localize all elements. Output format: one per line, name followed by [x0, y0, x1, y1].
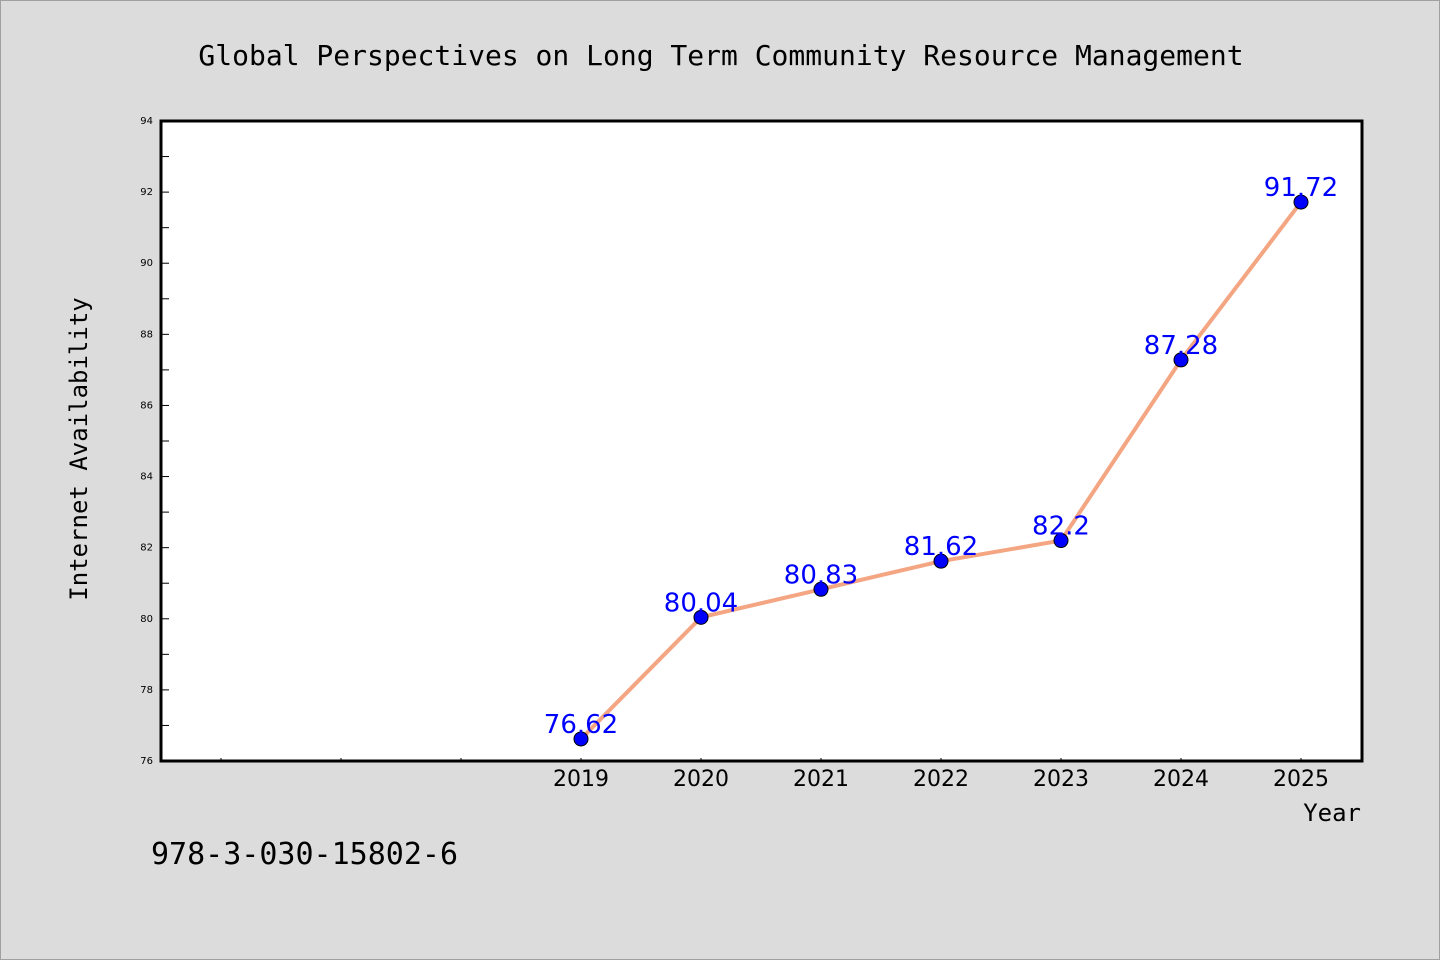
x-tick-label: 2022 [913, 767, 969, 792]
x-tick-label: 2020 [673, 767, 729, 792]
x-tick-label: 2023 [1033, 767, 1089, 792]
y-tick-label: 92 [140, 187, 153, 198]
y-tick-label: 82 [140, 543, 153, 554]
chart-title: Global Perspectives on Long Term Communi… [198, 39, 1243, 72]
plot-area [159, 119, 1364, 763]
data-point [1293, 194, 1309, 210]
y-axis-label: Internet Availability [65, 297, 93, 600]
x-tick-label: 2024 [1153, 767, 1209, 792]
series-layer: 76.62 80.04 80.83 81.62 82.2 87.28 91.72 [544, 173, 1338, 747]
data-point [693, 609, 709, 625]
data-point [1053, 533, 1069, 549]
x-tick-label: 2021 [793, 767, 849, 792]
data-point [813, 581, 829, 597]
data-label: 76.62 [544, 710, 618, 740]
y-tick-label: 78 [140, 685, 153, 696]
data-label: 80.04 [664, 588, 738, 618]
y-tick-label: 86 [140, 400, 153, 411]
x-tick-label: 2025 [1273, 767, 1329, 792]
y-axis-ticks: 76 78 80 82 84 86 88 90 92 94 [140, 116, 169, 767]
y-tick-label: 84 [140, 472, 153, 483]
data-point [573, 731, 589, 747]
data-label: 82.2 [1032, 512, 1090, 542]
y-tick-label: 76 [140, 756, 153, 767]
y-tick-label: 90 [140, 258, 153, 269]
data-point [933, 553, 949, 569]
data-label: 87.28 [1144, 331, 1218, 361]
y-tick-label: 80 [140, 614, 153, 625]
y-tick-label: 94 [140, 116, 153, 127]
x-axis-label: Year [1303, 799, 1361, 827]
data-label: 91.72 [1264, 173, 1338, 203]
y-tick-label: 88 [140, 329, 153, 340]
data-label: 81.62 [904, 532, 978, 562]
footer-code: 978-3-030-15802-6 [151, 837, 459, 872]
x-tick-label: 2019 [553, 767, 609, 792]
data-point [1173, 352, 1189, 368]
x-axis-ticks: 2019 2020 2021 2022 2023 2024 2025 [220, 758, 1329, 792]
data-label: 80.83 [784, 560, 858, 590]
